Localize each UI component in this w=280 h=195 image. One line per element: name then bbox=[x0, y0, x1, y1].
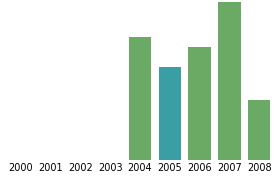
Bar bbox=[188, 47, 211, 160]
Bar bbox=[218, 2, 241, 160]
Bar bbox=[248, 100, 270, 160]
Bar bbox=[159, 67, 181, 160]
Bar bbox=[129, 36, 151, 160]
